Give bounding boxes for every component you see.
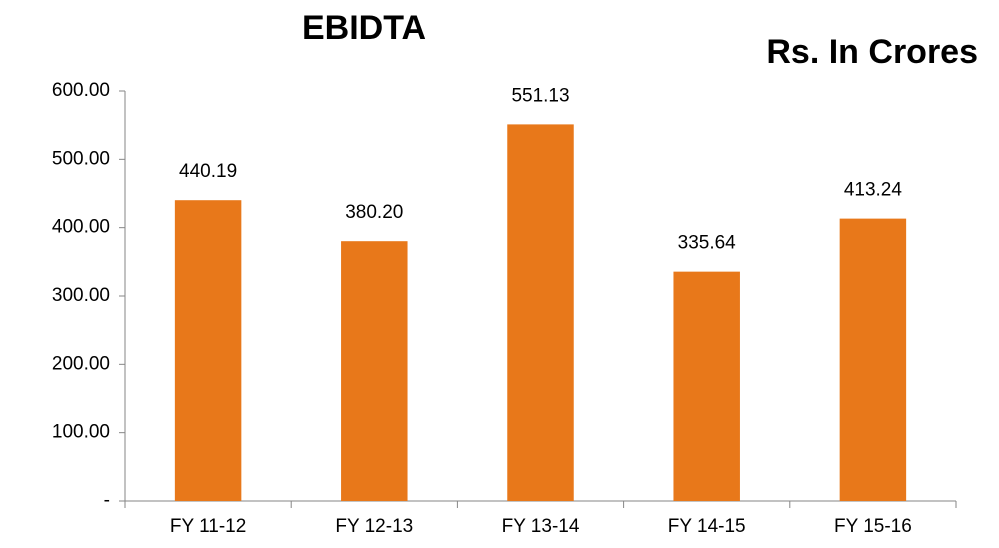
data-label: 551.13 (511, 85, 569, 106)
x-tick-label: FY 11-12 (170, 516, 246, 537)
bar (673, 271, 740, 501)
y-tick-label: 600.00 (52, 80, 110, 101)
y-tick-label: 100.00 (52, 422, 110, 443)
x-tick-label: FY 12-13 (335, 516, 413, 537)
data-label: 335.64 (678, 233, 737, 254)
data-label: 440.19 (179, 161, 237, 182)
chart-title: EBIDTA (302, 9, 426, 47)
bar (507, 124, 574, 501)
chart-subtitle: Rs. In Crores (766, 33, 978, 71)
x-tick-label: FY 14-15 (668, 516, 746, 537)
bar (341, 241, 408, 502)
x-tick-label: FY 15-16 (834, 516, 912, 537)
y-tick-label: 200.00 (52, 353, 110, 374)
bar (174, 200, 242, 502)
y-tick-label: 500.00 (52, 148, 110, 169)
y-tick-label: 400.00 (52, 217, 110, 238)
bar (839, 218, 907, 502)
y-tick-label: - (104, 490, 110, 511)
data-label: 413.24 (844, 180, 903, 201)
x-tick-label: FY 13-14 (502, 516, 580, 537)
data-label: 380.20 (345, 202, 403, 223)
y-tick-label: 300.00 (52, 285, 110, 306)
